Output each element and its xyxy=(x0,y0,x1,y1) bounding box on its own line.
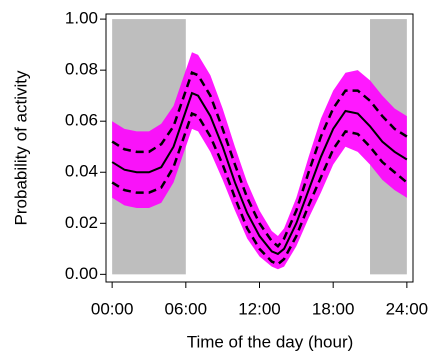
y-tick-label: 1.00 xyxy=(65,9,98,28)
y-axis-label: Probability of activity xyxy=(11,70,30,225)
y-tick-label: 0.00 xyxy=(65,264,98,283)
y-tick-label: 0.08 xyxy=(65,60,98,79)
y-tick-label: 0.06 xyxy=(65,111,98,130)
y-tick-label: 0.02 xyxy=(65,213,98,232)
ensemble-band xyxy=(112,52,407,270)
y-tick-label: 0.04 xyxy=(65,162,98,181)
interval-line xyxy=(111,71,408,249)
x-tick-label: 12:00 xyxy=(238,299,281,318)
x-tick-label: 06:00 xyxy=(165,299,208,318)
mean-line xyxy=(111,91,408,256)
interval-line xyxy=(111,111,408,266)
x-tick-label: 18:00 xyxy=(312,299,355,318)
x-axis-label: Time of the day (hour) xyxy=(187,332,354,351)
x-tick-label: 00:00 xyxy=(91,299,134,318)
x-tick-label: 24:00 xyxy=(386,299,429,318)
plot-area: 0.00 0.02 0.04 0.06 0.08 1.00 00:00 06:00 12:00 1… xyxy=(65,9,428,319)
